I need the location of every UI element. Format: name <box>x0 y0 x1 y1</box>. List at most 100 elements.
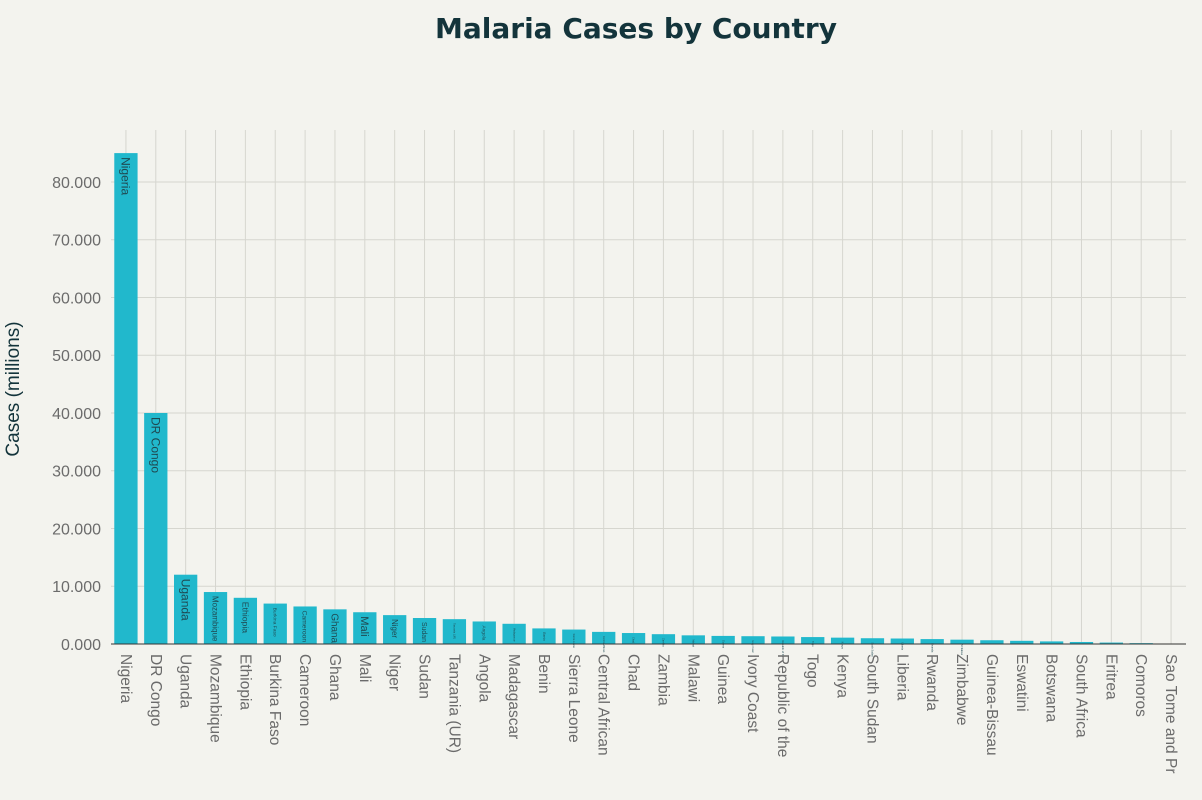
bar <box>114 153 138 644</box>
gridlines <box>111 130 1186 644</box>
bar <box>1099 642 1123 644</box>
y-tick-label: 40.000 <box>52 406 101 423</box>
x-tick-label: Rwanda <box>923 654 940 711</box>
x-tick-label: Guinea <box>714 654 731 704</box>
bar <box>144 412 168 644</box>
x-tick-label: Zimbabwe <box>953 654 970 726</box>
x-tick-label: Ivory Coast <box>744 654 761 733</box>
y-tick-label: 0.000 <box>61 637 101 654</box>
y-axis-ticks: 0.000 10.000 20.000 30.000 40.000 50.000 60.00… <box>52 175 101 654</box>
bar <box>980 640 1004 644</box>
x-tick-label: Kenya <box>834 654 851 698</box>
y-tick-label: 70.000 <box>52 233 101 250</box>
bar <box>592 631 616 644</box>
x-tick-label: Republic of the <box>774 654 791 757</box>
bar-value-label: Angola <box>481 625 487 640</box>
bar-value-label: Madagascar <box>512 628 515 642</box>
bar-value-label: Sudan <box>420 622 427 642</box>
bar <box>263 603 287 644</box>
y-tick-label: 10.000 <box>52 579 101 596</box>
x-tick-label: Sao Tome and Pr <box>1162 654 1179 773</box>
bar <box>174 574 198 644</box>
bar-value-label: Uganda <box>178 579 192 621</box>
bar <box>233 597 258 644</box>
x-tick-label: Benin <box>535 654 552 694</box>
chart-title: Malaria Cases by Country <box>435 12 837 45</box>
bar-value-label: Republic of the <box>781 640 784 657</box>
x-tick-label: South Sudan <box>863 654 880 744</box>
x-tick-label: Nigeria <box>117 654 134 703</box>
x-tick-label: Ghana <box>326 654 343 701</box>
bar <box>681 635 705 644</box>
bar-value-label: South Sudan <box>871 642 874 657</box>
bar <box>1010 640 1034 644</box>
x-tick-label: Madagascar <box>505 654 522 739</box>
x-tick-label: Botswana <box>1043 654 1060 722</box>
bar-value-label: Sierra Leone <box>572 634 575 649</box>
bar <box>830 637 855 644</box>
bar <box>293 606 317 644</box>
y-tick-label: 30.000 <box>52 464 101 481</box>
bar-value-label: Benin <box>542 632 546 641</box>
bar-value-label: DR Congo <box>149 417 163 473</box>
x-tick-label: Togo <box>804 654 821 688</box>
bar-value-label: Ivory Coast <box>751 640 754 653</box>
bar-value-label: Zimbabwe <box>960 644 963 656</box>
x-tick-label: Guinea-Bissau <box>983 654 1000 756</box>
bar <box>741 636 765 644</box>
y-tick-label: 80.000 <box>52 175 101 192</box>
bar <box>1069 641 1094 644</box>
x-tick-label: Chad <box>625 654 642 691</box>
x-tick-label: Cameroon <box>296 654 313 726</box>
bar-value-label: Malawi <box>691 639 694 647</box>
bar <box>860 638 885 644</box>
y-axis-label: Cases (millions) <box>3 321 24 456</box>
x-tick-label: Zambia <box>654 654 671 706</box>
x-tick-label: South Africa <box>1072 654 1089 738</box>
x-tick-label: Burkina Faso <box>266 654 283 745</box>
x-tick-label: Malawi <box>684 654 701 702</box>
bar <box>920 639 944 644</box>
x-tick-label: Mali <box>356 654 373 682</box>
x-tick-label: Niger <box>386 654 403 691</box>
y-tick-label: 50.000 <box>52 348 101 365</box>
x-tick-label: Ethiopia <box>236 654 253 710</box>
bar-value-label: Tanzania (UR) <box>453 623 456 639</box>
bars <box>114 153 1183 645</box>
y-tick-label: 60.000 <box>52 290 101 307</box>
x-tick-label: Liberia <box>893 654 910 701</box>
x-tick-label: Mozambique <box>207 654 224 743</box>
bar <box>323 609 347 644</box>
x-tick-label: Eritrea <box>1102 654 1119 700</box>
x-tick-label: Angola <box>475 654 492 703</box>
x-tick-label: Central African <box>595 654 612 756</box>
bar-value-label: Mali <box>358 616 370 636</box>
bar-value-label: Mozambique <box>211 596 220 642</box>
x-tick-label: Eswatini <box>1013 654 1030 712</box>
bar <box>353 612 377 644</box>
x-tick-label: DR Congo <box>147 654 164 726</box>
bar <box>950 639 974 644</box>
bar-value-label: Ghana <box>329 613 340 643</box>
bar-value-label: Liberia <box>900 643 903 651</box>
x-axis-ticks: Nigeria DR Congo Uganda Mozambique Ethiopia B… <box>117 654 1179 773</box>
bar <box>203 592 228 644</box>
bar-value-label: Ethiopia <box>240 602 250 633</box>
bar <box>502 623 526 644</box>
bar <box>562 629 586 644</box>
bar <box>651 634 676 644</box>
x-tick-label: Tanzania (UR) <box>445 654 462 753</box>
x-tick-label: Comoros <box>1132 654 1149 717</box>
bar <box>1039 641 1064 644</box>
x-tick-label: Sierra Leone <box>565 654 582 743</box>
bar-value-label: Zambia <box>662 638 665 647</box>
bar <box>383 615 407 644</box>
x-tick-label: Sudan <box>416 654 433 699</box>
bar-value-label: Chad <box>632 637 635 644</box>
bar <box>442 619 467 644</box>
bar <box>412 618 437 644</box>
bar-value-label: Niger <box>390 619 399 638</box>
bar <box>771 636 795 644</box>
bar <box>801 637 825 644</box>
